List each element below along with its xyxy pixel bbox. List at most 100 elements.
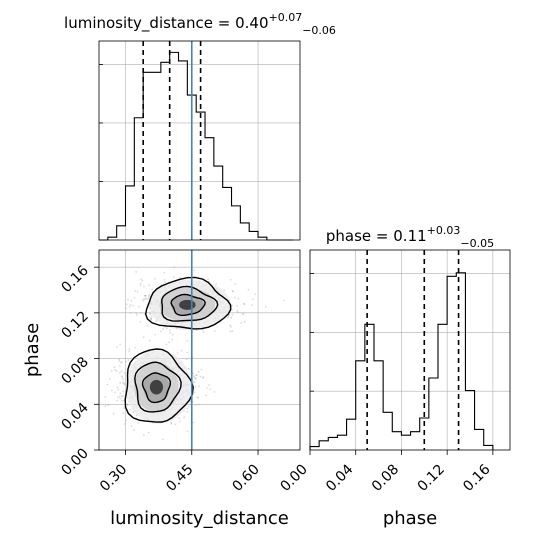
histogram-bin-2 <box>117 226 126 240</box>
sample-point-556 <box>242 313 245 316</box>
sample-point-422 <box>237 297 240 300</box>
phase-histogram-marks <box>309 250 494 450</box>
sample-point-630 <box>202 329 205 331</box>
sample-point-1350 <box>192 421 195 424</box>
sample-point-170 <box>136 290 139 293</box>
sample-point-350 <box>229 324 232 327</box>
sample-point-287 <box>227 316 230 319</box>
histogram-bin-2 <box>328 437 337 450</box>
sample-point-227 <box>202 331 205 333</box>
contour-line-1-2 <box>141 372 171 404</box>
sample-point-827 <box>110 369 113 372</box>
contour-line-0-1 <box>161 285 219 322</box>
sample-point-1140 <box>115 370 118 372</box>
sample-point-798 <box>200 368 203 371</box>
sample-point-471 <box>232 290 235 293</box>
histogram-bin-4 <box>134 118 143 240</box>
sample-point-584 <box>135 312 138 315</box>
sample-point-616 <box>136 313 138 316</box>
histogram-bin-12 <box>205 138 214 240</box>
sample-point-86 <box>139 321 142 323</box>
sample-point-1270 <box>126 404 129 407</box>
joint-y-tick-label-3: 0.12 <box>58 308 91 341</box>
sample-point-788 <box>186 430 189 433</box>
sample-point-641 <box>148 284 151 287</box>
sample-point-904 <box>170 421 173 424</box>
sample-point-786 <box>133 429 135 432</box>
histogram-bin-6 <box>365 324 374 450</box>
sample-point-256 <box>169 329 171 332</box>
sample-point-784 <box>113 366 116 369</box>
sample-point-592 <box>150 315 153 318</box>
sample-point-172 <box>148 294 151 296</box>
sample-point-428 <box>154 277 156 280</box>
sample-point-605 <box>145 297 148 300</box>
sample-point-557 <box>243 303 246 306</box>
sample-point-1303 <box>118 359 121 362</box>
sample-point-963 <box>142 336 145 339</box>
histogram-bin-14 <box>438 324 447 450</box>
sample-point-1209 <box>109 377 111 380</box>
sample-point-1058 <box>120 361 122 364</box>
sample-point-1167 <box>185 358 188 360</box>
contour-line-0-2 <box>170 293 206 316</box>
sample-point-344 <box>140 278 143 281</box>
luminosity-distance-title-upper: +0.07 <box>269 11 303 24</box>
sample-point-1051 <box>122 395 125 397</box>
histogram-bin-15 <box>447 276 456 450</box>
sample-point-810 <box>121 361 123 363</box>
histogram-bin-15 <box>232 206 241 240</box>
sample-point-1196 <box>194 377 197 379</box>
joint-contour-grid <box>99 250 300 451</box>
sample-point-268 <box>134 289 137 292</box>
sample-point-711 <box>107 404 109 406</box>
sample-point-932 <box>189 400 192 403</box>
sample-point-885 <box>197 396 200 399</box>
sample-point-508 <box>241 312 244 315</box>
histogram-bin-18 <box>475 429 484 450</box>
joint-x-tick-label-1: 0.45 <box>163 462 196 495</box>
histogram-bin-1 <box>319 441 328 450</box>
sample-point-292 <box>137 305 140 308</box>
sample-point-1027 <box>197 370 200 373</box>
sample-point-1141 <box>106 383 109 386</box>
luminosity-distance-title-lower: −0.06 <box>302 24 336 37</box>
sample-point-1314 <box>183 416 186 419</box>
sample-point-241 <box>142 300 145 302</box>
histogram-bin-4 <box>347 419 356 450</box>
histogram-bin-9 <box>392 432 401 450</box>
phase-histogram-x-axis-label: phase <box>383 508 437 529</box>
sample-point-234 <box>155 320 158 323</box>
sample-point-1292 <box>179 420 182 422</box>
sample-point-1175 <box>120 370 123 373</box>
sample-point-751 <box>116 386 119 389</box>
sample-point-62 <box>173 266 176 269</box>
joint-contour-density <box>125 279 231 424</box>
sample-point-1166 <box>119 392 122 395</box>
joint-contour-frame <box>98 249 301 451</box>
sample-point-446 <box>186 339 189 342</box>
histogram-bin-7 <box>374 361 383 450</box>
sample-point-1288 <box>208 384 210 386</box>
sample-point-677 <box>236 305 238 307</box>
luminosity-distance-histogram-marks <box>99 41 294 241</box>
sample-point-329 <box>132 304 135 307</box>
sample-point-79 <box>247 288 250 291</box>
sample-point-1088 <box>123 382 126 385</box>
sample-point-387 <box>180 349 183 352</box>
sample-point-1386 <box>193 375 195 377</box>
sample-point-1024 <box>199 375 202 378</box>
luminosity-distance-histogram-panel: luminosity_distance = 0.40+0.07−0.06 <box>64 11 336 241</box>
sample-point-130 <box>150 318 153 321</box>
sample-point-0 <box>283 299 285 302</box>
sample-point-53 <box>229 278 232 281</box>
sample-point-807 <box>186 411 189 413</box>
sample-point-566 <box>150 317 153 320</box>
sample-point-324 <box>264 305 267 308</box>
sample-point-378 <box>143 285 145 288</box>
sample-point-1285 <box>122 377 124 380</box>
histogram-bin-6 <box>152 72 161 240</box>
sample-point-728 <box>122 390 124 393</box>
luminosity-distance-title: luminosity_distance = 0.40+0.07−0.06 <box>64 11 336 37</box>
sample-point-1155 <box>143 434 145 437</box>
